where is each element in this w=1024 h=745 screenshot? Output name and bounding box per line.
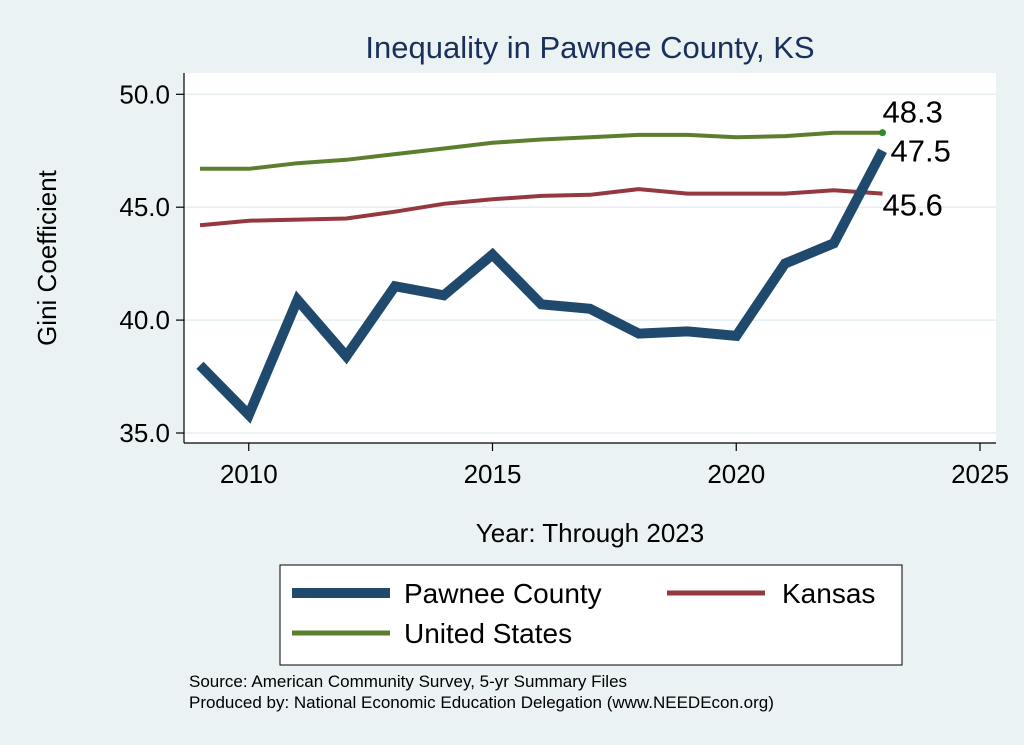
y-tick-label: 40.0 bbox=[119, 305, 170, 335]
us-end-marker bbox=[879, 129, 886, 137]
series-lines bbox=[196, 129, 887, 424]
x-axis-ticks: 2010 2015 2020 2025 bbox=[220, 443, 1009, 489]
y-tick-label: 50.0 bbox=[119, 79, 170, 109]
x-axis-title: Year: Through 2023 bbox=[476, 518, 704, 548]
legend-label-kansas: Kansas bbox=[782, 578, 875, 609]
source-line-1: Source: American Community Survey, 5-yr … bbox=[189, 672, 627, 691]
plot-area bbox=[184, 73, 996, 443]
x-tick-label: 2020 bbox=[707, 459, 765, 489]
series-line-pawnee-county bbox=[196, 148, 887, 424]
y-tick-label: 45.0 bbox=[119, 192, 170, 222]
source-line-2: Produced by: National Economic Education… bbox=[189, 693, 774, 712]
series-line-united-states bbox=[200, 130, 883, 171]
end-label-pawnee-county: 47.5 bbox=[891, 134, 951, 169]
x-tick-label: 2025 bbox=[951, 459, 1009, 489]
legend: Pawnee County Kansas United States bbox=[279, 564, 903, 666]
legend-label-pawnee: Pawnee County bbox=[404, 578, 602, 609]
x-tick-label: 2010 bbox=[220, 459, 278, 489]
y-axis-ticks: 35.0 40.0 45.0 50.0 bbox=[119, 79, 184, 448]
end-label-kansas: 45.6 bbox=[883, 188, 943, 223]
x-tick-label: 2015 bbox=[464, 459, 522, 489]
end-labels: 47.5 45.6 48.3 bbox=[883, 95, 951, 223]
series-line-kansas bbox=[199, 187, 883, 228]
y-tick-label: 35.0 bbox=[119, 418, 170, 448]
chart-title: Inequality in Pawnee County, KS bbox=[365, 30, 814, 65]
legend-label-us: United States bbox=[404, 618, 572, 649]
end-label-united-states: 48.3 bbox=[883, 95, 943, 130]
y-axis-title: Gini Coefficient bbox=[32, 169, 62, 346]
legend-box bbox=[279, 564, 903, 666]
